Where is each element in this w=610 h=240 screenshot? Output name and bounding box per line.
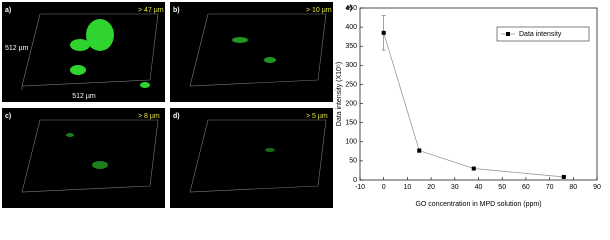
panel-label: b) [173,7,180,14]
y-tick-label: 400 [345,24,357,31]
x-tick-label: 60 [522,184,530,191]
x-tick-label: 50 [498,184,506,191]
data-point [381,30,386,35]
depth-label: > 10 µm [306,7,332,14]
height-label: 512 µm [5,45,29,52]
x-tick-label: 90 [593,184,601,191]
data-point [471,166,476,171]
y-tick-label: 350 [345,43,357,50]
panel-label: e) [346,5,352,12]
y-tick-label: 100 [345,139,357,146]
depth-label: > 5 µm [306,113,328,120]
y-axis-label: Data intensity (X10⁵) [336,62,343,126]
y-tick-label: 0 [353,177,357,184]
x-tick-label: 10 [404,184,412,191]
y-tick-label: 250 [345,81,357,88]
data-line [383,32,564,178]
x-tick-label: -10 [355,184,365,191]
x-tick-label: 30 [451,184,459,191]
fluorescence [66,19,276,169]
legend-label: Data intensity [519,31,562,38]
data-point [417,148,422,153]
microscopy-panels: a) b) c) d) > 47 µm > 10 µm > 8 µm > 5 µ… [2,2,333,208]
y-tick-label: 200 [345,100,357,107]
panel-label: a) [5,7,11,14]
depth-label: > 47 µm [138,7,164,14]
panel-c [2,108,165,208]
panel-a [2,2,165,102]
x-tick-label: 20 [427,184,435,191]
volume-boxes [21,13,327,193]
panel-b [170,2,333,102]
x-axis-label: GO concentration in MPD solution (ppm) [415,201,541,208]
data-point [561,174,566,179]
depth-label: > 8 µm [138,113,160,120]
panel-label: c) [5,113,11,120]
figure: a) b) c) d) > 47 µm > 10 µm > 8 µm > 5 µ… [2,2,601,208]
y-tick-label: 300 [345,62,357,69]
legend-marker [506,32,510,36]
width-label: 512 µm [72,93,96,100]
legend-box [496,26,590,42]
y-tick-label: 150 [345,120,357,127]
panel-d [170,108,333,208]
x-tick-label: 40 [475,184,483,191]
x-tick-label: 0 [382,184,386,191]
y-tick-label: 50 [349,158,357,165]
x-tick-label: 70 [546,184,554,191]
panel-label: d) [173,113,180,120]
y-tick-label: 450 [345,5,357,12]
x-tick-label: 80 [569,184,577,191]
